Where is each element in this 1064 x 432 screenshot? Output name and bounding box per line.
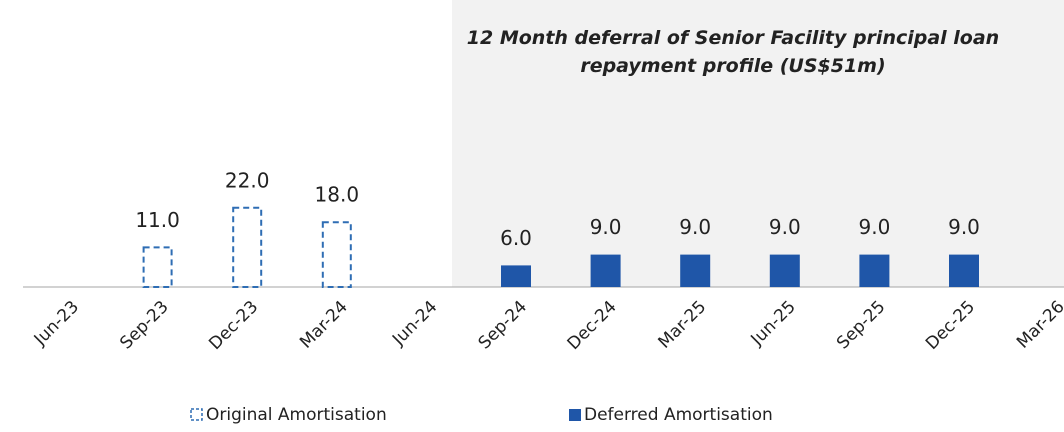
x-tick-label: Mar-24 [296, 297, 352, 353]
x-tick-label: Dec-25 [922, 297, 979, 354]
data-label: 11.0 [135, 208, 180, 232]
x-tick-label: Jun-24 [388, 297, 441, 350]
data-label: 9.0 [679, 215, 711, 239]
x-tick-label: Mar-25 [655, 297, 711, 353]
bar [232, 206, 263, 288]
bar [321, 221, 352, 288]
deferral-period-shade [452, 0, 1064, 287]
x-tick-label: Sep-24 [475, 297, 531, 353]
legend-label: Original Amortisation [206, 405, 387, 425]
data-label: 9.0 [858, 215, 890, 239]
x-tick-label: Dec-23 [205, 297, 262, 354]
bar [501, 265, 531, 287]
legend-label: Deferred Amortisation [584, 405, 773, 425]
data-label: 9.0 [948, 215, 980, 239]
legend-swatch [569, 409, 581, 421]
x-tick-label: Sep-23 [116, 297, 172, 353]
x-tick-label: Mar-26 [1013, 297, 1064, 353]
bar [590, 254, 621, 287]
legend-swatch [190, 408, 203, 421]
data-label: 18.0 [315, 183, 360, 207]
bar [142, 246, 173, 288]
data-label: 9.0 [769, 215, 801, 239]
bar [769, 254, 800, 287]
x-tick-label: Sep-25 [833, 297, 889, 353]
data-label: 9.0 [590, 215, 622, 239]
x-tick-label: Dec-24 [564, 297, 621, 354]
data-label: 22.0 [225, 168, 270, 192]
bar [859, 254, 890, 287]
chart-title: 12 Month deferral of Senior Facility pri… [466, 27, 1000, 77]
x-tick-label: Jun-25 [747, 297, 800, 350]
x-tick-label: Jun-23 [30, 297, 83, 350]
data-label: 6.0 [500, 226, 532, 250]
bar [680, 254, 711, 287]
bar [949, 254, 979, 287]
